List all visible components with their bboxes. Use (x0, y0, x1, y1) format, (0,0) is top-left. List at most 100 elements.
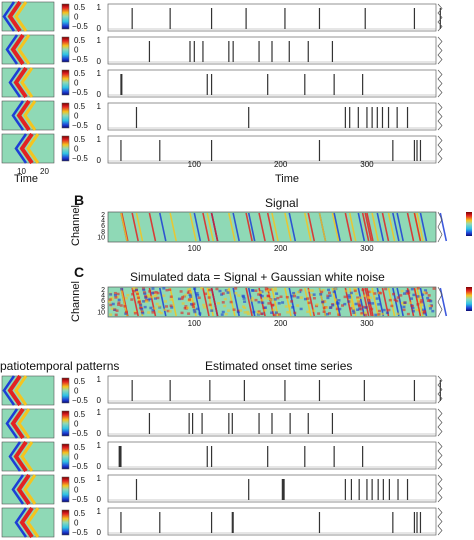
series-tick-one: 1 (97, 36, 102, 45)
noise-pixel (156, 296, 160, 300)
colorbar (61, 102, 70, 129)
noise-pixel (424, 289, 428, 292)
onset-series-frame (107, 135, 437, 164)
series-tick-one: 1 (97, 69, 102, 78)
noise-pixel (296, 296, 300, 299)
noise-pixel (246, 310, 250, 314)
noise-pixel (321, 300, 325, 304)
pattern-band-blue (11, 474, 25, 505)
noise-pixel (189, 303, 193, 306)
noise-pixel (162, 294, 166, 297)
pattern-band-blue (11, 100, 25, 131)
noise-pixel (198, 312, 202, 315)
noise-pixel (229, 300, 233, 304)
heatmap-stripe (371, 287, 379, 317)
noise-pixel (260, 298, 264, 302)
noise-pixel (266, 294, 270, 298)
noise-pixel (153, 307, 157, 310)
onset-series-frame (107, 69, 437, 98)
noise-pixel (351, 309, 355, 313)
noise-pixel (257, 300, 261, 304)
top-pattern-thumbnails (1, 0, 55, 165)
noise-pixel (179, 290, 183, 293)
noise-pixel (163, 300, 167, 303)
noise-pixel (187, 288, 191, 291)
noise-pixel (357, 304, 361, 308)
noise-pixel (147, 311, 151, 314)
torn-edge (437, 102, 443, 131)
pattern-band-blue (8, 441, 22, 472)
noise-pixel (202, 303, 206, 307)
noise-pixel (159, 311, 163, 315)
noise-pixel (427, 294, 431, 297)
pattern-band-blue (2, 1, 16, 32)
noise-pixel (363, 294, 367, 298)
time-tick-label: 200 (274, 160, 288, 169)
heatmap-stripe (284, 287, 292, 317)
noise-pixel (157, 305, 161, 308)
noise-pixel (369, 296, 373, 300)
noise-pixel (408, 301, 412, 305)
noise-pixel (407, 291, 411, 295)
noise-pixel (257, 293, 261, 296)
top-time-label-left: Time (14, 173, 39, 185)
noise-pixel (189, 295, 193, 298)
pattern-thumbnail (1, 408, 55, 439)
noise-pixel (117, 303, 121, 306)
noise-pixel (181, 302, 185, 305)
noise-pixel (236, 310, 240, 314)
noise-pixel (221, 310, 225, 314)
series-tick-one: 1 (97, 3, 102, 12)
noise-pixel (327, 288, 331, 292)
noise-pixel (267, 302, 271, 305)
noise-pixel (186, 306, 190, 310)
noise-pixel (356, 296, 360, 299)
noise-pixel (307, 301, 311, 305)
noise-pixel (243, 306, 247, 310)
noise-pixel (410, 287, 414, 291)
noise-pixel (315, 303, 319, 306)
noise-pixel (424, 291, 428, 295)
heatmap-stripe (364, 212, 373, 242)
colorbar-tick-zero: 0 (74, 79, 79, 88)
heatmap-stripe (131, 287, 139, 317)
noise-pixel (221, 292, 225, 295)
noise-pixel (331, 303, 335, 307)
noise-pixel (429, 299, 433, 303)
colorbar-partial (466, 287, 472, 311)
noise-pixel (187, 312, 191, 315)
heatmap-stripe (193, 212, 202, 242)
noise-pixel (273, 287, 277, 290)
noise-pixel (338, 307, 342, 311)
noise-pixel (375, 297, 379, 300)
noise-pixel (131, 292, 135, 296)
noise-pixel (113, 308, 117, 311)
pattern-band-red (13, 440, 28, 473)
torn-edge (437, 69, 443, 98)
heatmap-stripe (416, 212, 424, 242)
noise-pixel (277, 302, 281, 305)
noise-pixel (166, 309, 170, 313)
noise-pixel (384, 287, 388, 291)
noise-pixel (403, 292, 407, 295)
heatmap-stripe (331, 212, 340, 242)
heatmap-stripe (318, 212, 327, 242)
colorbar-tick-zero: 0 (74, 453, 79, 462)
noise-pixel (379, 291, 383, 295)
series-tick-zero: 0 (97, 24, 102, 33)
heatmap-stripe (387, 287, 396, 317)
heatmap-stripe (333, 212, 341, 242)
time-tick-label: 100 (188, 160, 202, 169)
noise-pixel (133, 310, 137, 314)
heatmap-stripe (413, 212, 422, 242)
noise-pixel (151, 311, 155, 314)
heatmap-stripe (120, 212, 128, 242)
noise-pixel (132, 287, 136, 290)
noise-pixel (246, 312, 250, 316)
onset-series-frame (107, 474, 437, 503)
noise-pixel (254, 289, 258, 292)
heatmap-stripe (135, 212, 144, 242)
torn-edge (437, 3, 443, 32)
noise-pixel (123, 305, 127, 308)
noise-pixel (328, 306, 332, 310)
